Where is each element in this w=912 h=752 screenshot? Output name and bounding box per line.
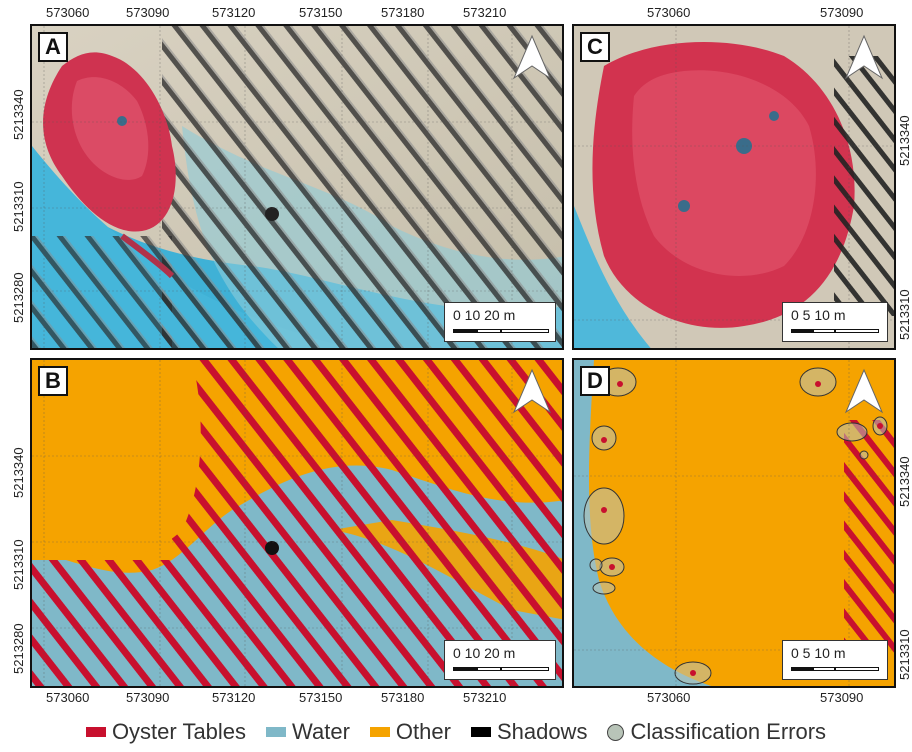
north-arrow-icon xyxy=(512,368,552,414)
x-tick-label: 573120 xyxy=(212,5,256,20)
scale-bar-text: 0 10 20 m xyxy=(453,645,516,661)
map-panel-d: D 0 5 10 m xyxy=(572,358,896,688)
y-tick-label: 5213280 xyxy=(11,623,26,674)
x-tick-label: 573060 xyxy=(46,5,90,20)
y-tick-label: 5213280 xyxy=(11,272,26,323)
scale-bar: 0 10 20 m xyxy=(444,640,556,680)
aerial-image xyxy=(574,26,894,348)
legend-swatch xyxy=(369,727,390,737)
north-arrow-icon xyxy=(844,34,884,80)
y-tick-label: 5213310 xyxy=(11,181,26,232)
legend-label: Water xyxy=(292,719,350,744)
x-tick-label: 573090 xyxy=(820,690,864,705)
legend-label: Shadows xyxy=(496,719,588,744)
y-tick-label: 5213310 xyxy=(11,539,26,590)
panel-label: B xyxy=(38,366,68,396)
map-panel-a: A 0 10 20 m xyxy=(30,24,564,350)
classification-map xyxy=(32,360,562,686)
y-tick-label: 5213340 xyxy=(897,115,912,166)
panel-label: C xyxy=(580,32,610,62)
x-tick-label: 573180 xyxy=(381,5,425,20)
legend-label: Classification Errors xyxy=(630,719,827,744)
map-legend: Oyster Tables Water Other Shadows Classi… xyxy=(0,712,912,752)
classification-map xyxy=(574,360,894,686)
x-tick-label: 573060 xyxy=(647,5,691,20)
legend-item-shadows: Shadows xyxy=(470,719,588,745)
legend-item-oyster-tables: Oyster Tables xyxy=(85,719,247,745)
y-tick-label: 5213340 xyxy=(11,447,26,498)
x-tick-label: 573120 xyxy=(212,690,256,705)
legend-item-water: Water xyxy=(266,719,350,745)
y-tick-label: 5213310 xyxy=(897,629,912,680)
x-tick-label: 573060 xyxy=(46,690,90,705)
x-tick-label: 573180 xyxy=(381,690,425,705)
scale-bar-text: 0 5 10 m xyxy=(791,645,846,661)
legend-circle-icon xyxy=(607,723,625,741)
scale-bar-text: 0 5 10 m xyxy=(791,307,846,323)
scale-bar: 0 5 10 m xyxy=(782,640,888,680)
x-tick-label: 573210 xyxy=(463,5,507,20)
legend-swatch xyxy=(85,727,106,737)
map-panel-c: C 0 5 10 m xyxy=(572,24,896,350)
legend-item-other: Other xyxy=(369,719,451,745)
map-panel-b: B 0 10 20 m xyxy=(30,358,564,688)
y-tick-label: 5213310 xyxy=(897,289,912,340)
north-arrow-icon xyxy=(844,368,884,414)
x-tick-label: 573150 xyxy=(299,690,343,705)
x-tick-label: 573090 xyxy=(126,5,170,20)
panel-label: D xyxy=(580,366,610,396)
north-arrow-icon xyxy=(512,34,552,80)
x-tick-label: 573150 xyxy=(299,5,343,20)
scale-bar: 0 10 20 m xyxy=(444,302,556,342)
x-tick-label: 573210 xyxy=(463,690,507,705)
y-tick-label: 5213340 xyxy=(897,456,912,507)
legend-label: Other xyxy=(395,719,451,744)
scale-bar: 0 5 10 m xyxy=(782,302,888,342)
legend-swatch xyxy=(266,727,287,737)
panel-label: A xyxy=(38,32,68,62)
legend-label: Oyster Tables xyxy=(111,719,247,744)
legend-swatch xyxy=(470,727,491,737)
x-tick-label: 573090 xyxy=(126,690,170,705)
legend-item-classification-errors: Classification Errors xyxy=(607,719,826,745)
x-tick-label: 573090 xyxy=(820,5,864,20)
y-tick-label: 5213340 xyxy=(11,89,26,140)
aerial-image xyxy=(32,26,562,348)
scale-bar-text: 0 10 20 m xyxy=(453,307,516,323)
x-tick-label: 573060 xyxy=(647,690,691,705)
